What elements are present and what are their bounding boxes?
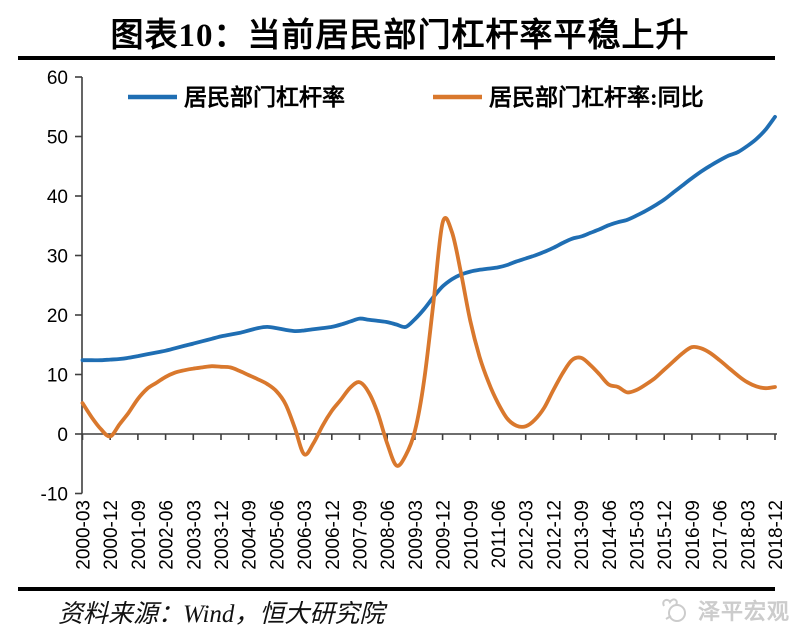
watermark-text: 泽平宏观	[697, 599, 790, 624]
x-tick-label: 2016-09	[683, 500, 704, 570]
x-tick-label: 2018-03	[738, 500, 759, 570]
legend: 居民部门杠杆率 居民部门杠杆率:同比	[128, 84, 704, 110]
y-tick-label: 30	[47, 247, 68, 268]
x-tick-label: 2007-09	[350, 500, 371, 570]
series-line-yoy	[80, 216, 777, 468]
x-tick-label: 2004-09	[240, 500, 261, 570]
watermark: 泽平宏观	[658, 594, 790, 626]
y-tick-label: 10	[47, 366, 68, 387]
x-tick-label: 2008-06	[378, 500, 399, 570]
x-tick-label: 2012-03	[517, 500, 538, 570]
x-tick-label: 2006-12	[323, 500, 344, 570]
x-tick-label: 2000-03	[74, 500, 95, 570]
y-tick-label: 60	[47, 68, 68, 89]
y-tick-label: -10	[41, 485, 68, 506]
source-note: 资料来源：Wind，恒大研究院	[58, 601, 385, 628]
legend-label: 居民部门杠杆率:同比	[489, 84, 704, 110]
title-divider	[18, 56, 775, 60]
x-tick-label: 2010-09	[461, 500, 482, 570]
y-tick-label: 20	[47, 306, 68, 327]
x-axis: 2000-03 2000-12 2001-09 2002-06 2003-03 2003-…	[74, 433, 787, 570]
x-tick-label: 2012-12	[544, 500, 565, 570]
x-tick-label: 2000-12	[101, 500, 122, 570]
y-tick-label: 40	[47, 187, 68, 208]
zeping-macro-logo-icon	[662, 598, 686, 622]
x-tick-label: 2003-12	[212, 500, 233, 570]
x-tick-label: 2017-06	[711, 500, 732, 570]
x-tick-label: 2018-12	[766, 500, 787, 570]
y-tick-label: 50	[47, 128, 68, 149]
legend-label: 居民部门杠杆率	[184, 84, 345, 110]
x-tick-label: 2003-03	[184, 500, 205, 570]
x-tick-label: 2014-06	[600, 500, 621, 570]
y-tick-label: 0	[57, 425, 68, 446]
footer-divider	[18, 587, 775, 591]
x-tick-label: 2002-06	[157, 500, 178, 570]
series-line-leverage	[80, 115, 777, 363]
x-tick-label: 2006-03	[295, 500, 316, 570]
x-tick-label: 2011-06	[489, 500, 510, 568]
x-tick-label: 2015-12	[655, 500, 676, 570]
x-tick-label: 2009-03	[406, 500, 427, 570]
x-tick-label: 2013-09	[572, 500, 593, 570]
x-tick-label: 2009-12	[434, 500, 455, 570]
x-tick-label: 2005-06	[267, 500, 288, 570]
chart-title: 图表10：当前居民部门杠杆率平稳上升	[110, 18, 690, 54]
x-tick-label: 2015-03	[627, 500, 648, 570]
y-axis: 60 50 40 30 20 10 0 -10	[41, 68, 83, 506]
x-tick-label: 2001-09	[129, 500, 150, 570]
